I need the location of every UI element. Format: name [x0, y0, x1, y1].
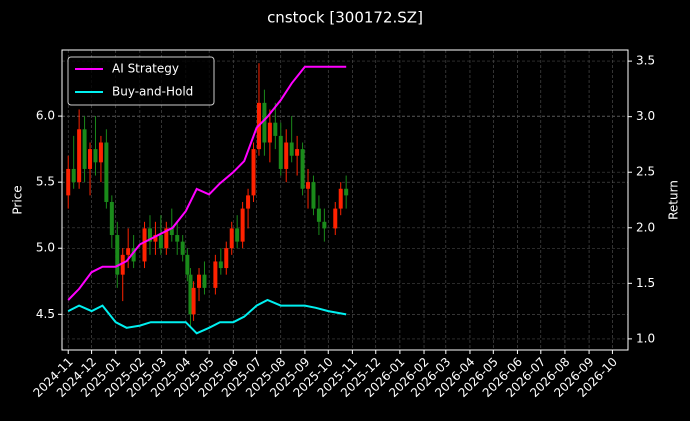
y2-tick-label: 2.0	[636, 220, 655, 234]
candle-body	[66, 168, 71, 196]
candle-body	[175, 235, 180, 242]
candle-body	[316, 208, 321, 222]
candle-body	[169, 228, 174, 236]
line-series	[67, 298, 347, 335]
plot-frame	[61, 49, 629, 351]
candle-body	[338, 188, 343, 209]
candle-body	[289, 142, 294, 156]
candle-body	[104, 142, 109, 202]
candle-body	[284, 142, 289, 169]
y-tick-label: 5.0	[36, 241, 55, 255]
candle-body	[333, 208, 338, 229]
candle-body	[131, 248, 136, 262]
candle-body	[300, 149, 305, 189]
legend-label: Buy-and-Hold	[112, 85, 193, 99]
candle-body	[197, 274, 202, 288]
candle-body	[142, 228, 147, 262]
legend-label: AI Strategy	[112, 62, 179, 76]
candle-body	[153, 235, 158, 242]
y-tick-label: 6.0	[36, 109, 55, 123]
candle-body	[164, 228, 169, 249]
candle-body	[213, 261, 218, 288]
candle-body	[262, 102, 267, 143]
candle-body	[240, 208, 245, 242]
legend-box	[67, 56, 215, 106]
candle-body	[218, 261, 223, 269]
candle-body	[306, 182, 311, 189]
candle-body	[344, 188, 349, 196]
candle-body	[71, 168, 76, 183]
candle-body	[267, 122, 272, 143]
candle-body	[251, 149, 256, 196]
y-axis-label: Price	[11, 185, 25, 214]
candle-body	[202, 274, 207, 288]
candle-body	[98, 142, 103, 163]
candle-body	[295, 149, 300, 156]
y2-tick-label: 1.5	[636, 276, 655, 290]
candle-body	[185, 254, 190, 275]
y2-tick-label: 3.0	[636, 109, 655, 123]
candle-body	[311, 182, 316, 209]
candle-body	[224, 248, 229, 269]
candle-body	[322, 221, 327, 229]
candle-body	[82, 129, 87, 169]
candle-body	[109, 201, 114, 236]
candle-body	[93, 149, 98, 163]
candle-body	[180, 241, 185, 255]
candle-body	[246, 195, 251, 209]
candle-body	[147, 228, 152, 242]
candle-body	[235, 228, 240, 242]
candle-body	[191, 287, 196, 315]
y-tick-label: 4.5	[36, 307, 55, 321]
candle-body	[273, 122, 278, 136]
candle-body	[188, 274, 193, 315]
candle-body	[115, 235, 120, 275]
line-series	[67, 65, 347, 301]
candle-body	[77, 129, 82, 183]
y2-axis-label: Return	[667, 180, 681, 220]
candle-body	[88, 149, 93, 169]
candle-body	[229, 228, 234, 249]
y2-tick-label: 2.5	[636, 165, 655, 179]
candle-body	[278, 135, 283, 169]
candle-body	[158, 235, 163, 249]
y2-tick-label: 1.0	[636, 331, 655, 345]
y2-tick-label: 3.5	[636, 54, 655, 68]
candle-body	[120, 254, 125, 275]
y-tick-label: 5.5	[36, 175, 55, 189]
chart-title: cnstock [300172.SZ]	[267, 9, 423, 27]
candle-body	[126, 248, 131, 255]
